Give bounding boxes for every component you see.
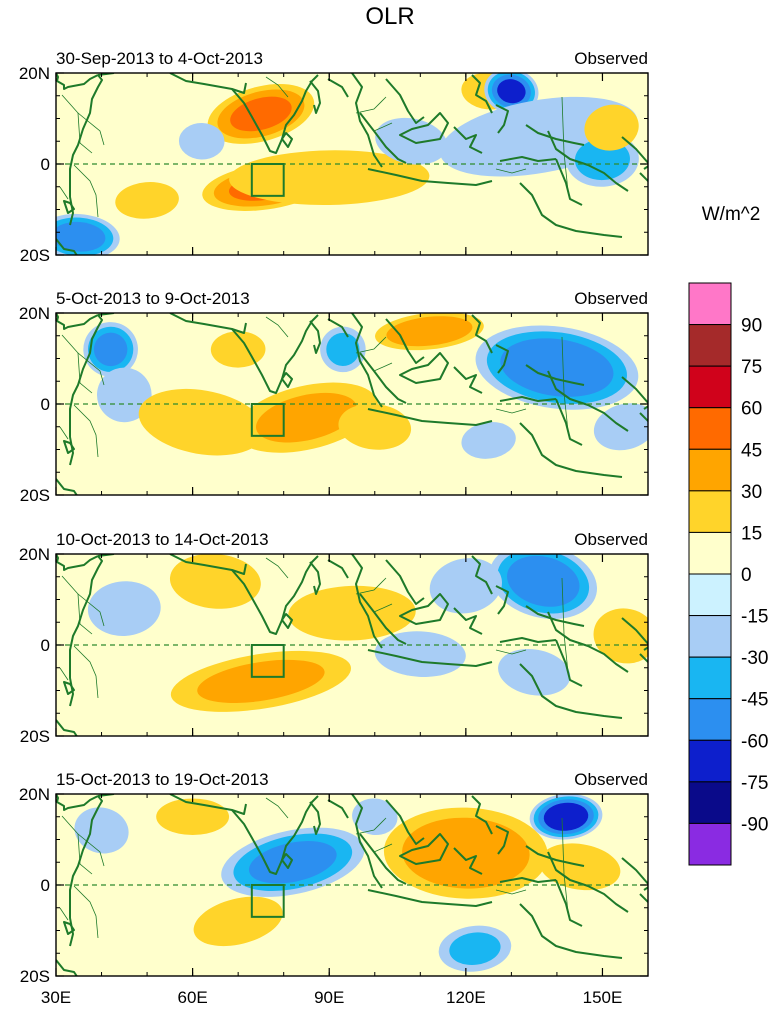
olr-contour: [156, 798, 230, 835]
colorbar-swatch: [688, 781, 732, 824]
olr-contour: [543, 802, 589, 831]
y-tick-label: 20N: [19, 64, 50, 83]
olr-contour: [429, 558, 502, 614]
olr-contour: [93, 332, 128, 367]
olr-contour: [507, 555, 580, 607]
colorbar-label: 0: [741, 565, 752, 586]
olr-contour: [115, 182, 179, 219]
panel-period-label: 5-Oct-2013 to 9-Oct-2013: [56, 289, 250, 308]
olr-contour: [256, 392, 357, 443]
colorbar-swatch: [688, 822, 732, 866]
colorbar: 90 75 60 45 30 15 0 -15 -30 -45 -60 -75 -90: [688, 282, 768, 866]
panel-observed-label: Observed: [574, 289, 648, 308]
olr-contour: [449, 932, 501, 965]
olr-contour: [169, 554, 261, 609]
colorbar-swatch: [688, 490, 732, 533]
olr-contour: [197, 659, 325, 703]
reference-box: [250, 403, 285, 437]
y-tick-label: 20S: [20, 967, 50, 986]
olr-contour: [402, 817, 530, 889]
olr-contour: [497, 79, 526, 104]
colorbar-label: 45: [741, 440, 762, 461]
colorbar-swatch: [688, 407, 732, 450]
olr-contour: [461, 421, 516, 459]
colorbar-swatch: [688, 656, 732, 700]
x-tick-label: 90E: [314, 988, 344, 1007]
y-tick-label: 0: [41, 636, 50, 655]
panel-period-label: 10-Oct-2013 to 14-Oct-2013: [56, 530, 269, 549]
y-tick-label: 20S: [20, 486, 50, 505]
panel-observed-label: Observed: [574, 770, 648, 789]
colorbar-swatch: [688, 573, 732, 617]
colorbar-swatch: [688, 282, 732, 326]
x-tick-label: 150E: [583, 988, 623, 1007]
reference-box: [250, 884, 285, 918]
colorbar-label: 75: [741, 357, 762, 378]
y-tick-label: 0: [41, 395, 50, 414]
olr-contour: [500, 338, 614, 397]
olr-contour: [539, 843, 621, 891]
olr-contour: [374, 631, 466, 677]
y-tick-label: 20N: [19, 785, 50, 804]
colorbar-swatch: [688, 448, 732, 492]
y-tick-label: 0: [41, 876, 50, 895]
olr-field: [74, 794, 621, 972]
olr-contour: [87, 581, 161, 636]
map-panel-3: 20N 0 20S 10-Oct-2013 to 14-Oct-2013 Observe…: [19, 530, 649, 746]
colorbar-label: -75: [741, 773, 768, 794]
y-tick-label: 20N: [19, 545, 50, 564]
panel-period-label: 30-Sep-2013 to 4-Oct-2013: [56, 49, 263, 68]
y-tick-label: 0: [41, 155, 50, 174]
colorbar-swatch: [688, 324, 732, 367]
x-tick-label: 60E: [177, 988, 207, 1007]
map-panels: 20N 0 20S 30-Sep-2013 to 4-Oct-2013 Observed…: [19, 49, 649, 986]
x-tick-label: 30E: [41, 988, 71, 1007]
y-tick-label: 20S: [20, 246, 50, 265]
olr-contour: [386, 316, 473, 347]
olr-contour: [593, 608, 648, 664]
reference-box: [250, 644, 285, 678]
x-axis: 30E 60E 90E 120E 150E: [41, 988, 622, 1007]
figure-title: OLR: [365, 3, 414, 30]
panel-period-label: 15-Oct-2013 to 19-Oct-2013: [56, 770, 269, 789]
olr-contour: [352, 798, 398, 836]
map-panel-4: 20N 0 20S 15-Oct-2013 to 19-Oct-2013 Observe…: [19, 770, 649, 986]
panel-observed-label: Observed: [574, 49, 648, 68]
y-tick-label: 20S: [20, 727, 50, 746]
colorbar-label: -30: [741, 648, 768, 669]
map-panel-2: 20N 0 20S 5-Oct-2013 to 9-Oct-2013 Observed: [19, 289, 649, 505]
colorbar-swatch: [688, 698, 732, 741]
x-tick-label: 120E: [446, 988, 486, 1007]
olr-contour: [178, 123, 225, 160]
colorbar-label: -60: [741, 731, 768, 752]
olr-contour: [138, 388, 265, 456]
colorbar-units: W/m^2: [702, 204, 761, 225]
reference-box: [250, 163, 285, 197]
map-panel-1: 20N 0 20S 30-Sep-2013 to 4-Oct-2013 Observed: [19, 49, 649, 265]
y-tick-label: 20N: [19, 304, 50, 323]
colorbar-label: 90: [741, 316, 762, 337]
colorbar-label: -45: [741, 690, 768, 711]
olr-contour: [498, 649, 571, 696]
panel-observed-label: Observed: [574, 530, 648, 549]
olr-contour: [96, 367, 152, 423]
colorbar-label: 15: [741, 523, 762, 544]
colorbar-label: 60: [741, 399, 762, 420]
colorbar-label: -15: [741, 607, 768, 628]
colorbar-swatch: [688, 739, 732, 783]
colorbar-swatch: [688, 365, 732, 409]
olr-contour: [193, 896, 283, 947]
olr-contour: [326, 332, 360, 366]
colorbar-label: 30: [741, 482, 762, 503]
olr-field: [87, 554, 648, 712]
colorbar-swatch: [688, 615, 732, 658]
colorbar-label: -90: [741, 814, 768, 835]
olr-contour: [56, 221, 106, 252]
colorbar-swatch: [688, 531, 732, 575]
olr-contour: [288, 585, 416, 641]
